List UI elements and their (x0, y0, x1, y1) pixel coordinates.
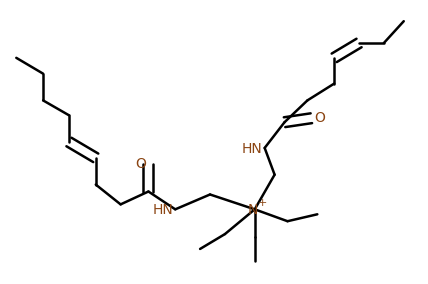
Text: O: O (314, 111, 325, 125)
Text: O: O (136, 157, 146, 171)
Text: HN: HN (242, 142, 263, 156)
Text: HN: HN (152, 203, 173, 217)
Text: +: + (258, 199, 268, 208)
Text: N: N (247, 203, 258, 217)
